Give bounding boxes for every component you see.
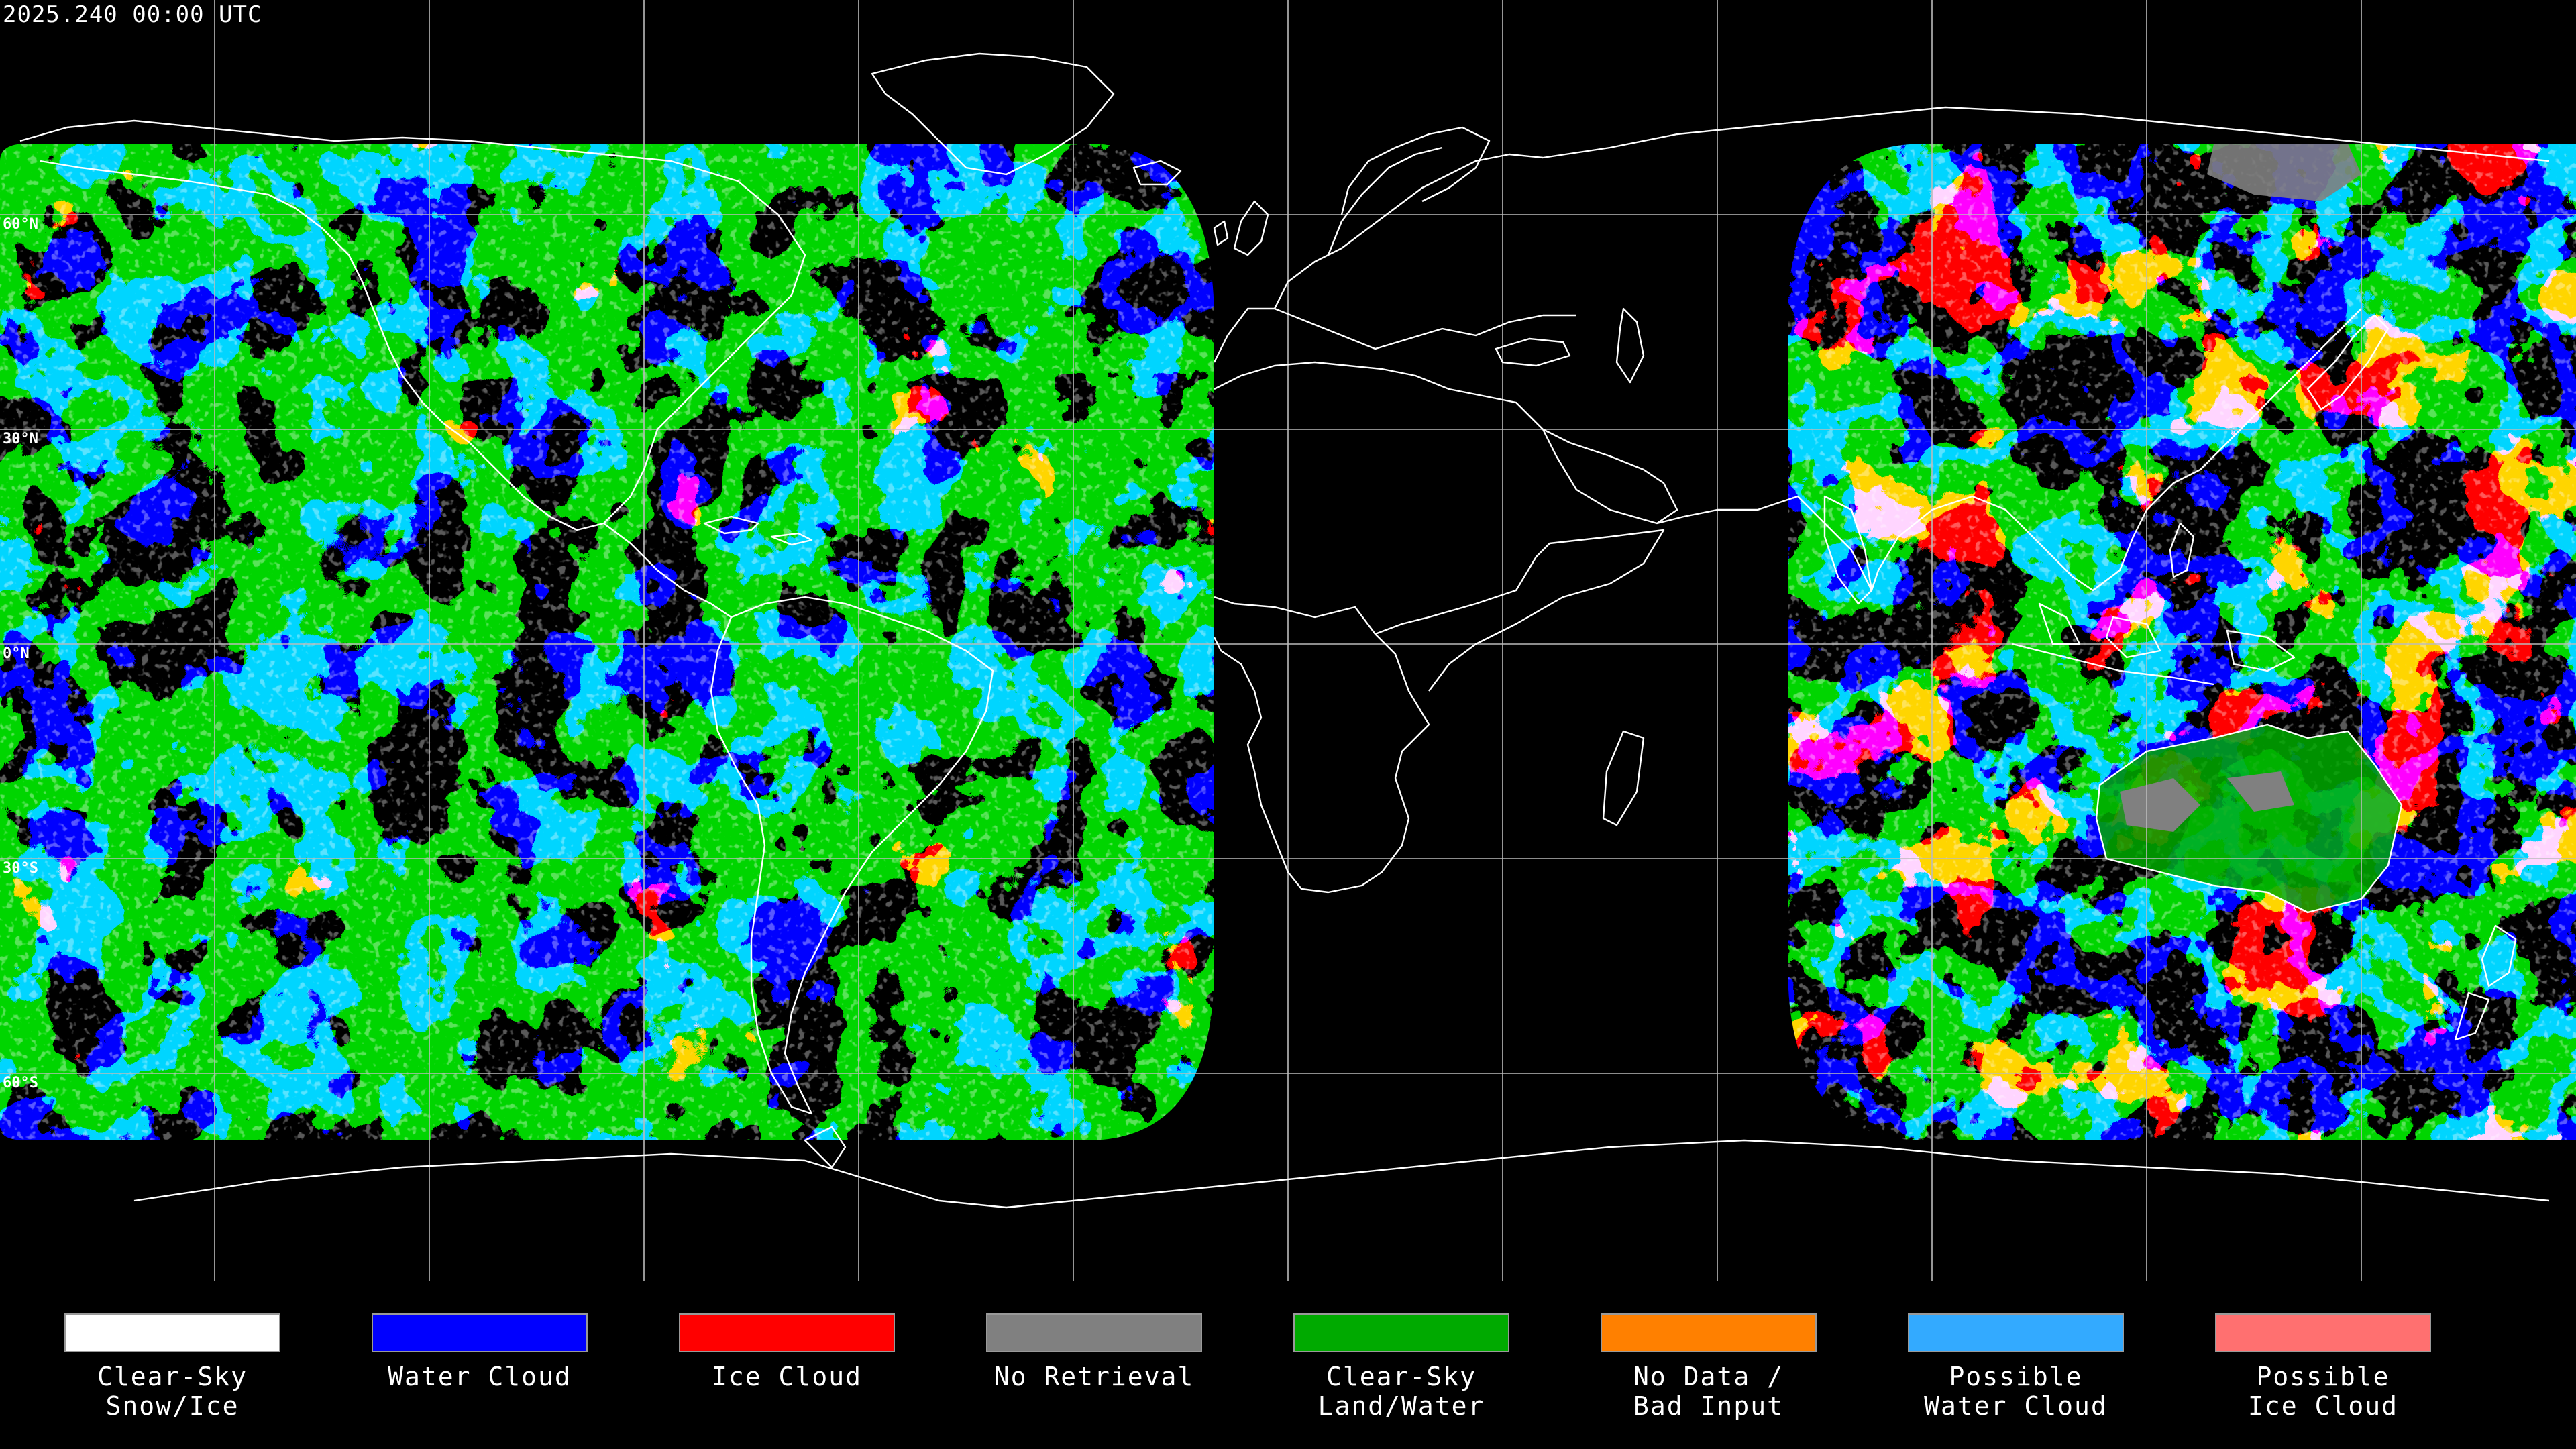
legend-swatch [1601, 1313, 1817, 1352]
legend-label: No Data / Bad Input [1633, 1362, 1784, 1421]
legend-item-clear-sky-land-water: Clear-Sky Land/Water [1287, 1313, 1515, 1421]
legend-swatch [1293, 1313, 1509, 1352]
legend-item-no-retrieval: No Retrieval [980, 1313, 1208, 1391]
legend-swatch [64, 1313, 280, 1352]
legend-label: Clear-Sky Snow/Ice [97, 1362, 248, 1421]
legend-swatch [1908, 1313, 2124, 1352]
legend-label: Possible Ice Cloud [2248, 1362, 2398, 1421]
legend-swatch [986, 1313, 1202, 1352]
timestamp-label: 2025.240 00:00 UTC [3, 1, 262, 28]
legend-item-clear-sky-snow-ice: Clear-Sky Snow/Ice [58, 1313, 286, 1421]
legend: Clear-Sky Snow/Ice Water Cloud Ice Cloud… [0, 1287, 2576, 1449]
legend-item-water-cloud: Water Cloud [366, 1313, 594, 1391]
legend-item-possible-water-cloud: Possible Water Cloud [1902, 1313, 2130, 1421]
latitude-label-30n: 30°N [3, 431, 38, 447]
coverage-west [0, 144, 1214, 1140]
legend-item-ice-cloud: Ice Cloud [673, 1313, 901, 1391]
legend-label: No Retrieval [994, 1362, 1195, 1391]
coastlines [19, 52, 2550, 1209]
coverage-east [1788, 144, 2576, 1140]
legend-item-no-data-bad-input: No Data / Bad Input [1595, 1313, 1823, 1421]
legend-item-possible-ice-cloud: Possible Ice Cloud [2209, 1313, 2437, 1421]
graticule [0, 0, 2576, 1281]
legend-swatch [2215, 1313, 2431, 1352]
legend-label: Ice Cloud [712, 1362, 862, 1391]
latitude-label-60n: 60°N [3, 216, 38, 233]
legend-swatch [679, 1313, 895, 1352]
latitude-label-60s: 60°S [3, 1075, 38, 1091]
latitude-label-30s: 30°S [3, 860, 38, 877]
legend-label: Possible Water Cloud [1924, 1362, 2108, 1421]
map-canvas [0, 0, 2576, 1281]
legend-label: Water Cloud [388, 1362, 572, 1391]
legend-swatch [372, 1313, 588, 1352]
legend-label: Clear-Sky Land/Water [1318, 1362, 1485, 1421]
latitude-label-equator: 0°N [3, 645, 30, 662]
